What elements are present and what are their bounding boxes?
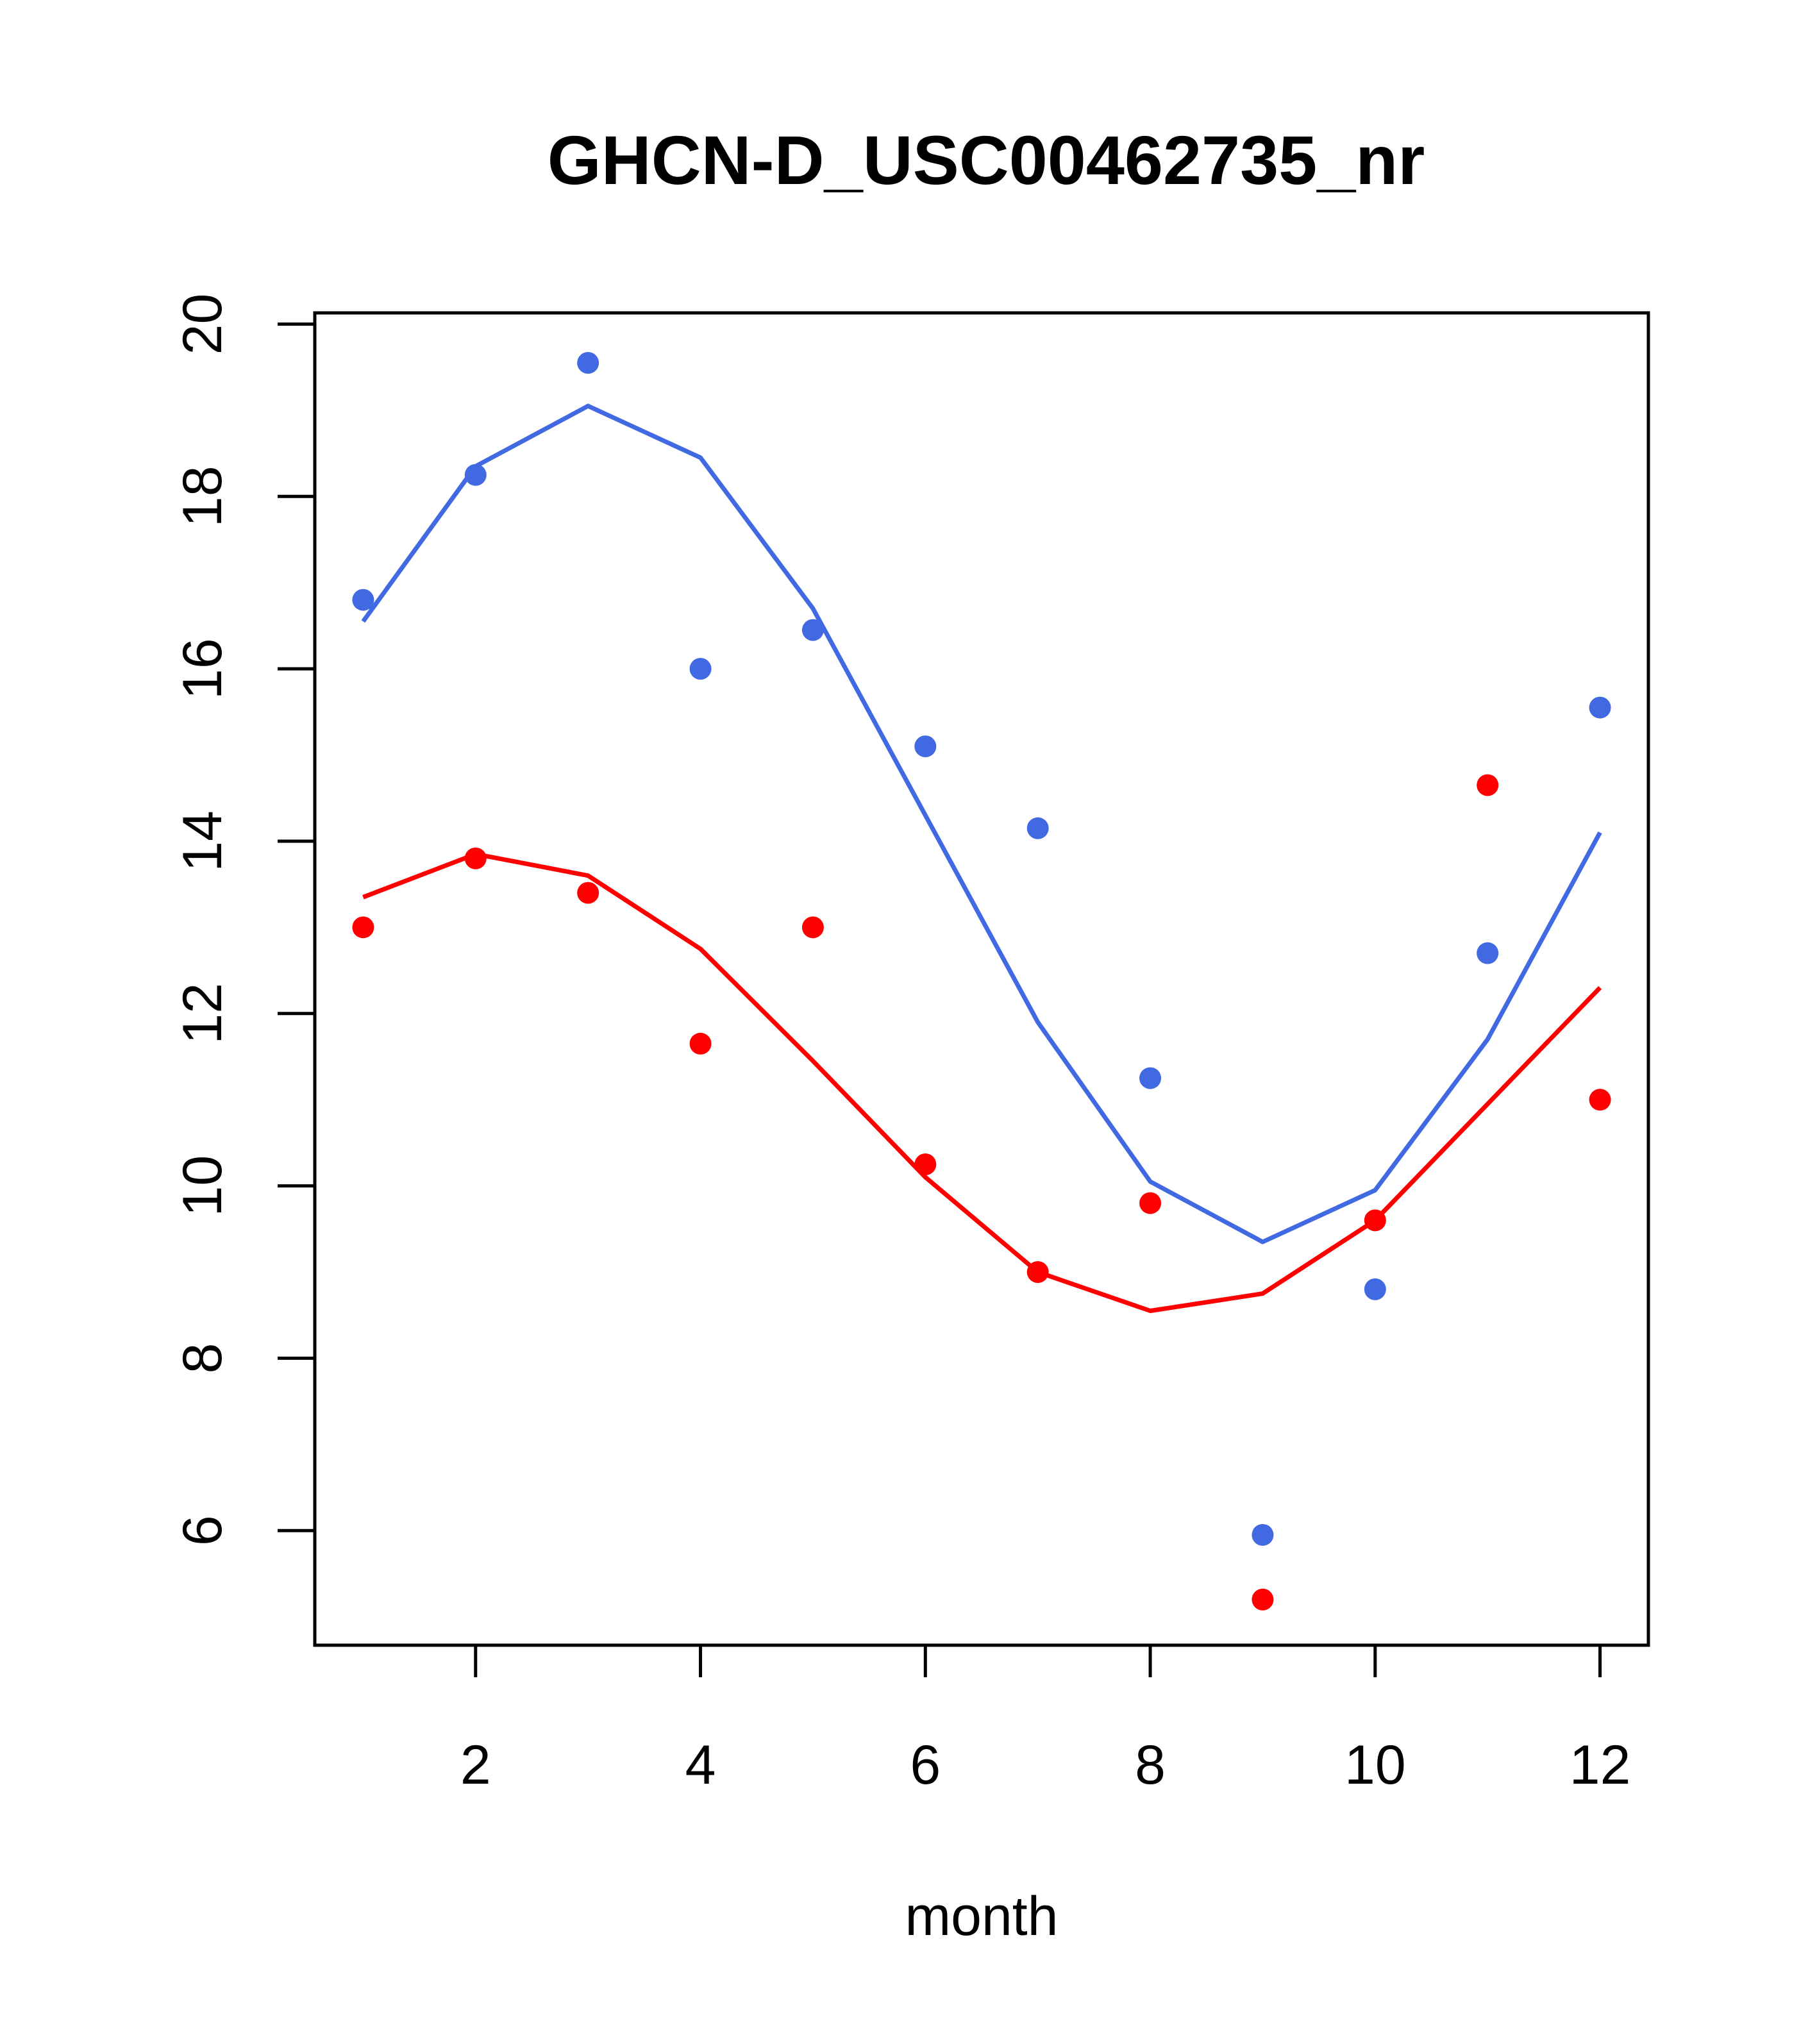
series-0-point	[801, 619, 824, 641]
x-tick-label: 4	[685, 1734, 716, 1796]
x-tick-label: 12	[1570, 1734, 1631, 1796]
series-1-point	[1252, 1588, 1274, 1611]
series-0-point	[1139, 1067, 1162, 1089]
series-1-point	[1364, 1209, 1386, 1232]
series-0-point	[689, 658, 712, 680]
series-1-point	[689, 1032, 712, 1055]
y-tick-label: 18	[172, 465, 233, 527]
series-0-point	[1364, 1278, 1386, 1300]
x-tick-label: 6	[910, 1734, 941, 1796]
series-0-point	[464, 464, 487, 486]
y-tick-label: 6	[172, 1515, 233, 1546]
series-1-line	[362, 851, 1602, 1313]
series-1-point	[1139, 1192, 1162, 1214]
series-1-point	[352, 916, 374, 939]
series-1-point	[1477, 774, 1499, 796]
chart-title: GHCN-D_USC00462735_nr	[548, 121, 1425, 199]
y-tick-label: 14	[172, 810, 233, 872]
y-tick-label: 12	[172, 983, 233, 1044]
plot-frame	[313, 311, 1650, 1647]
x-axis: 2 4 6 8 10 12	[460, 1645, 1631, 1796]
y-tick-label: 8	[172, 1343, 233, 1373]
series-1-point	[577, 882, 599, 904]
y-tick-label: 16	[172, 638, 233, 699]
series-1-point	[464, 847, 487, 869]
series-0-point	[1477, 942, 1499, 964]
series-1-point	[1589, 1089, 1611, 1111]
series-0-point	[577, 351, 599, 374]
series-1-point	[1026, 1261, 1049, 1283]
series-0-point	[914, 735, 937, 758]
series-1-point	[914, 1153, 937, 1175]
x-tick-label: 8	[1135, 1734, 1166, 1796]
series-0-point	[1026, 817, 1049, 839]
x-tick-label: 2	[460, 1734, 491, 1796]
series-0-line	[361, 403, 1602, 1244]
series-0-point	[352, 589, 374, 611]
y-tick-label: 10	[172, 1155, 233, 1217]
x-axis-label: month	[905, 1886, 1058, 1947]
series-0-point	[1589, 696, 1611, 719]
series-layer	[352, 351, 1611, 1611]
y-tick-label: 20	[172, 294, 233, 355]
y-axis: 6 8 10 12 14 16 18 20	[172, 294, 315, 1546]
series-1-point	[801, 916, 824, 939]
series-0-point	[1252, 1523, 1274, 1546]
x-tick-label: 10	[1344, 1734, 1406, 1796]
